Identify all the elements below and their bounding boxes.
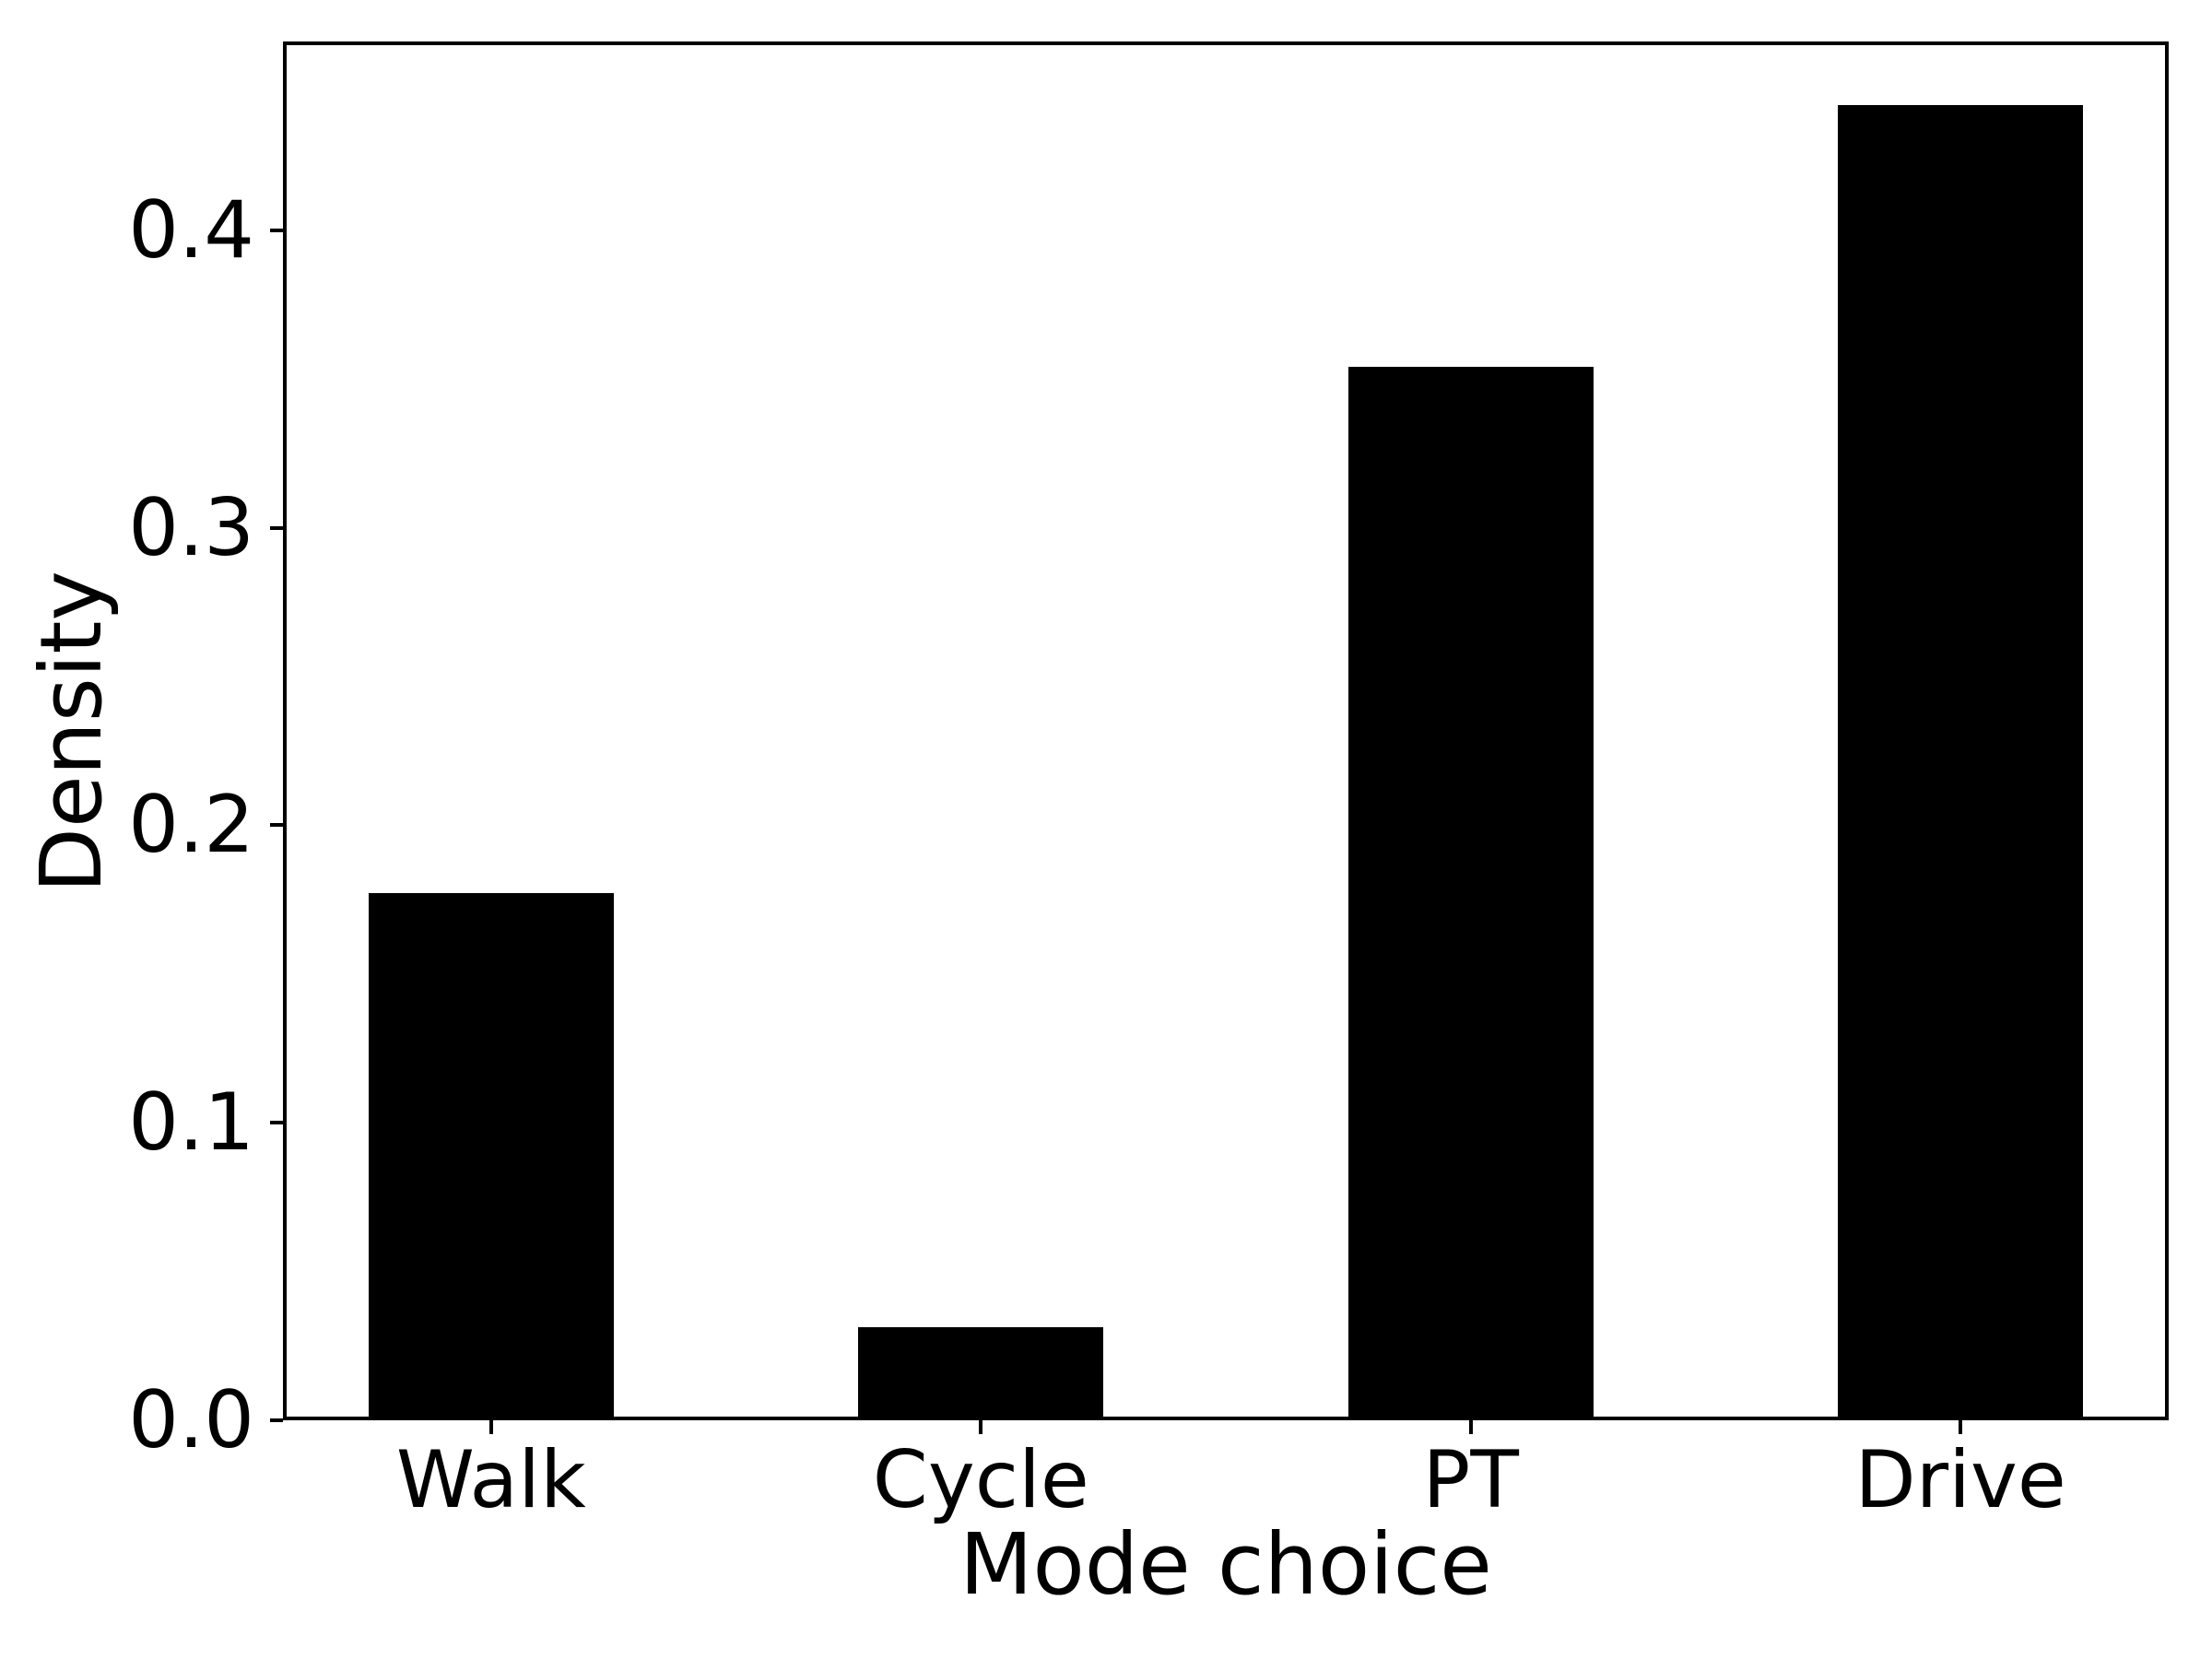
bar-drive (1838, 104, 2083, 1417)
x-tick-mark (488, 1420, 493, 1434)
y-tick-mark (270, 228, 283, 232)
x-tick-label-drive: Drive (1854, 1434, 2066, 1526)
x-tick-mark (979, 1420, 983, 1434)
x-tick-label-pt: PT (1422, 1434, 1519, 1526)
y-tick-mark (270, 823, 283, 828)
y-tick-label-0.0: 0.0 (128, 1374, 254, 1466)
y-tick-label-0.2: 0.2 (128, 779, 254, 872)
x-axis-label: Mode choice (959, 1515, 1492, 1614)
bar-walk (369, 892, 614, 1417)
bar-pt (1347, 366, 1594, 1417)
x-tick-mark (1468, 1420, 1473, 1434)
y-axis-label: Density (22, 571, 121, 893)
y-tick-mark (270, 525, 283, 530)
y-tick-label-0.4: 0.4 (128, 183, 254, 276)
y-tick-mark (270, 1418, 283, 1422)
x-tick-mark (1959, 1420, 1963, 1434)
bar-cycle (858, 1327, 1104, 1417)
x-tick-label-walk: Walk (395, 1434, 586, 1526)
x-tick-label-cycle: Cycle (872, 1434, 1089, 1526)
y-tick-label-0.1: 0.1 (128, 1077, 254, 1170)
y-tick-label-0.3: 0.3 (128, 481, 254, 574)
plot-area (283, 41, 2169, 1420)
y-tick-mark (270, 1121, 283, 1125)
